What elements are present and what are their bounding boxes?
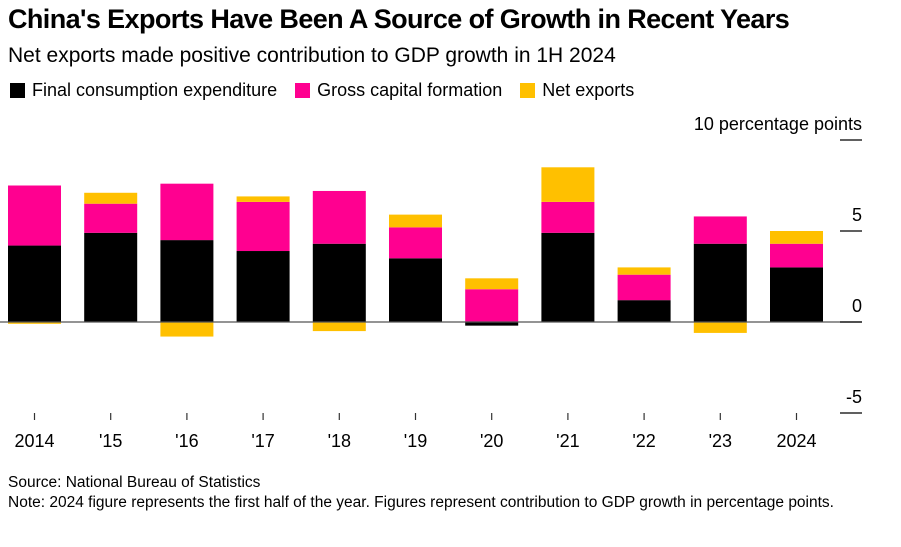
footer: Source: National Bureau of Statistics No… [8,473,888,513]
x-tick-label: '22 [632,431,655,451]
bars-group [8,167,823,337]
bar-final-consumption-expenditure-19 [389,258,442,322]
bar-final-consumption-expenditure-15 [84,232,138,322]
bar-final-consumption-expenditure-20 [465,322,519,326]
x-tick-label: '15 [99,431,122,451]
chart-title: China's Exports Have Been A Source of Gr… [8,4,790,34]
bar-net-exports-2014 [8,322,61,324]
legend-swatch-capital [295,83,311,98]
bar-net-exports-17 [236,196,290,202]
legend-item-capital: Gross capital formation [295,80,502,101]
legend-label-consumption: Final consumption expenditure [32,80,278,100]
x-tick-label: '21 [556,431,579,451]
x-tick-label: '17 [251,431,274,451]
bar-gross-capital-formation-15 [84,203,138,233]
legend: Final consumption expenditure Gross capi… [10,80,652,101]
bar-final-consumption-expenditure-16 [160,240,214,322]
bar-net-exports-2024 [770,231,823,244]
legend-label-net-exports: Net exports [542,80,635,100]
bar-net-exports-22 [617,267,671,275]
y-tick-label: 10 percentage points [694,114,862,134]
x-tick-label: '19 [404,431,427,451]
x-tick-label: 2024 [776,431,816,451]
bar-net-exports-15 [84,192,138,204]
chart-subtitle: Net exports made positive contribution t… [8,44,616,67]
bar-net-exports-20 [465,278,519,290]
x-tick-label: 2014 [14,431,54,451]
legend-label-capital: Gross capital formation [317,80,503,100]
bar-net-exports-16 [160,322,214,337]
bar-net-exports-19 [389,214,442,228]
bar-gross-capital-formation-2024 [770,243,823,268]
bar-gross-capital-formation-21 [541,201,595,233]
x-tick-label: '16 [175,431,198,451]
bar-gross-capital-formation-23 [693,216,747,244]
bar-final-consumption-expenditure-2024 [770,267,823,322]
bar-final-consumption-expenditure-23 [693,243,747,322]
bar-final-consumption-expenditure-18 [312,243,366,322]
bar-gross-capital-formation-18 [312,190,366,244]
legend-swatch-consumption [10,83,25,98]
bar-gross-capital-formation-19 [389,227,442,259]
y-tick-label: 5 [852,205,862,225]
source-note: Source: National Bureau of Statistics [8,474,261,491]
legend-item-consumption: Final consumption expenditure [10,80,277,101]
bar-gross-capital-formation-20 [465,289,519,322]
bar-net-exports-23 [693,322,747,333]
bar-final-consumption-expenditure-2014 [8,245,61,322]
bar-gross-capital-formation-2014 [8,185,61,246]
x-tick-label: '20 [480,431,503,451]
bar-gross-capital-formation-17 [236,201,290,252]
y-tick-label: 0 [852,296,862,316]
x-tick-label: '23 [709,431,732,451]
y-tick-label: -5 [846,387,862,407]
bar-net-exports-21 [541,167,595,202]
axis-group: 2014 '15 '16 '17 '18 '19 '20 '21 '22 '23 2024 10 pe… [0,114,862,451]
legend-item-net-exports: Net exports [520,80,634,101]
bar-final-consumption-expenditure-21 [541,232,595,322]
bar-final-consumption-expenditure-22 [617,300,671,322]
bar-final-consumption-expenditure-17 [236,251,290,322]
bar-gross-capital-formation-16 [160,183,214,241]
legend-swatch-net-exports [520,83,536,98]
footnote: Note: 2024 figure represents the first h… [8,494,834,511]
x-tick-label: '18 [328,431,351,451]
bar-net-exports-18 [312,322,366,332]
bar-gross-capital-formation-22 [617,274,671,301]
